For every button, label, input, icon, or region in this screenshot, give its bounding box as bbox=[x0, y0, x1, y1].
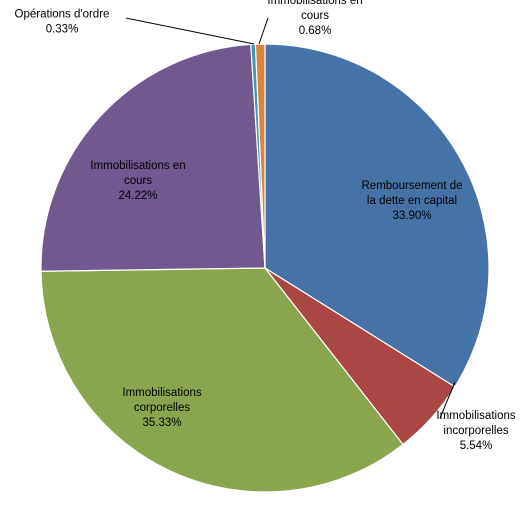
slice-name-label: Opérations d'ordre bbox=[15, 9, 110, 21]
pie-slice-4 bbox=[40, 43, 266, 272]
slice-percent-label: 5.54% bbox=[460, 440, 493, 452]
slice-name-label: Remboursement de bbox=[362, 180, 463, 192]
leader-lines-layer bbox=[125, 17, 456, 419]
leader-line-5 bbox=[125, 17, 255, 45]
slice-name-label: la dette en capital bbox=[367, 195, 457, 207]
slice-label-3: Immobilisations corporelles 35.33% bbox=[122, 387, 201, 429]
slice-name-label: Immobilisations en bbox=[90, 160, 185, 172]
pie-slice-1 bbox=[264, 43, 490, 388]
slice-name-label: incorporelles bbox=[443, 425, 508, 437]
slice-name-label: Immobilisations bbox=[436, 410, 515, 422]
slice-name-label: cours bbox=[124, 175, 152, 187]
labels-layer: Remboursement de la dette en capital 33.90… bbox=[15, 0, 516, 452]
slice-label-1: Remboursement de la dette en capital 33.90… bbox=[362, 180, 463, 222]
slice-label-2: Immobilisations incorporelles 5.54% bbox=[436, 410, 515, 452]
leader-line-2 bbox=[439, 381, 456, 419]
slice-name-label: Immobilisations en bbox=[267, 0, 362, 7]
slice-percent-label: 0.33% bbox=[46, 24, 79, 36]
slice-percent-label: 33.90% bbox=[392, 210, 431, 222]
slice-name-label: cours bbox=[301, 10, 329, 22]
slices-layer bbox=[40, 43, 490, 493]
slice-name-label: Immobilisations bbox=[122, 387, 201, 399]
slice-percent-label: 0.68% bbox=[299, 25, 332, 37]
pie-slice-3 bbox=[40, 267, 404, 493]
slice-percent-label: 24.22% bbox=[118, 190, 157, 202]
slice-label-4: Immobilisations en cours 24.22% bbox=[90, 160, 185, 202]
pie-slice-6 bbox=[254, 43, 266, 269]
slice-label-6: Immobilisations en cours 0.68% bbox=[267, 0, 362, 37]
slice-name-label: corporelles bbox=[134, 402, 190, 414]
slice-label-5: Opérations d'ordre 0.33% bbox=[15, 9, 110, 36]
slice-percent-label: 35.33% bbox=[142, 417, 181, 429]
leader-line-6 bbox=[258, 17, 269, 45]
